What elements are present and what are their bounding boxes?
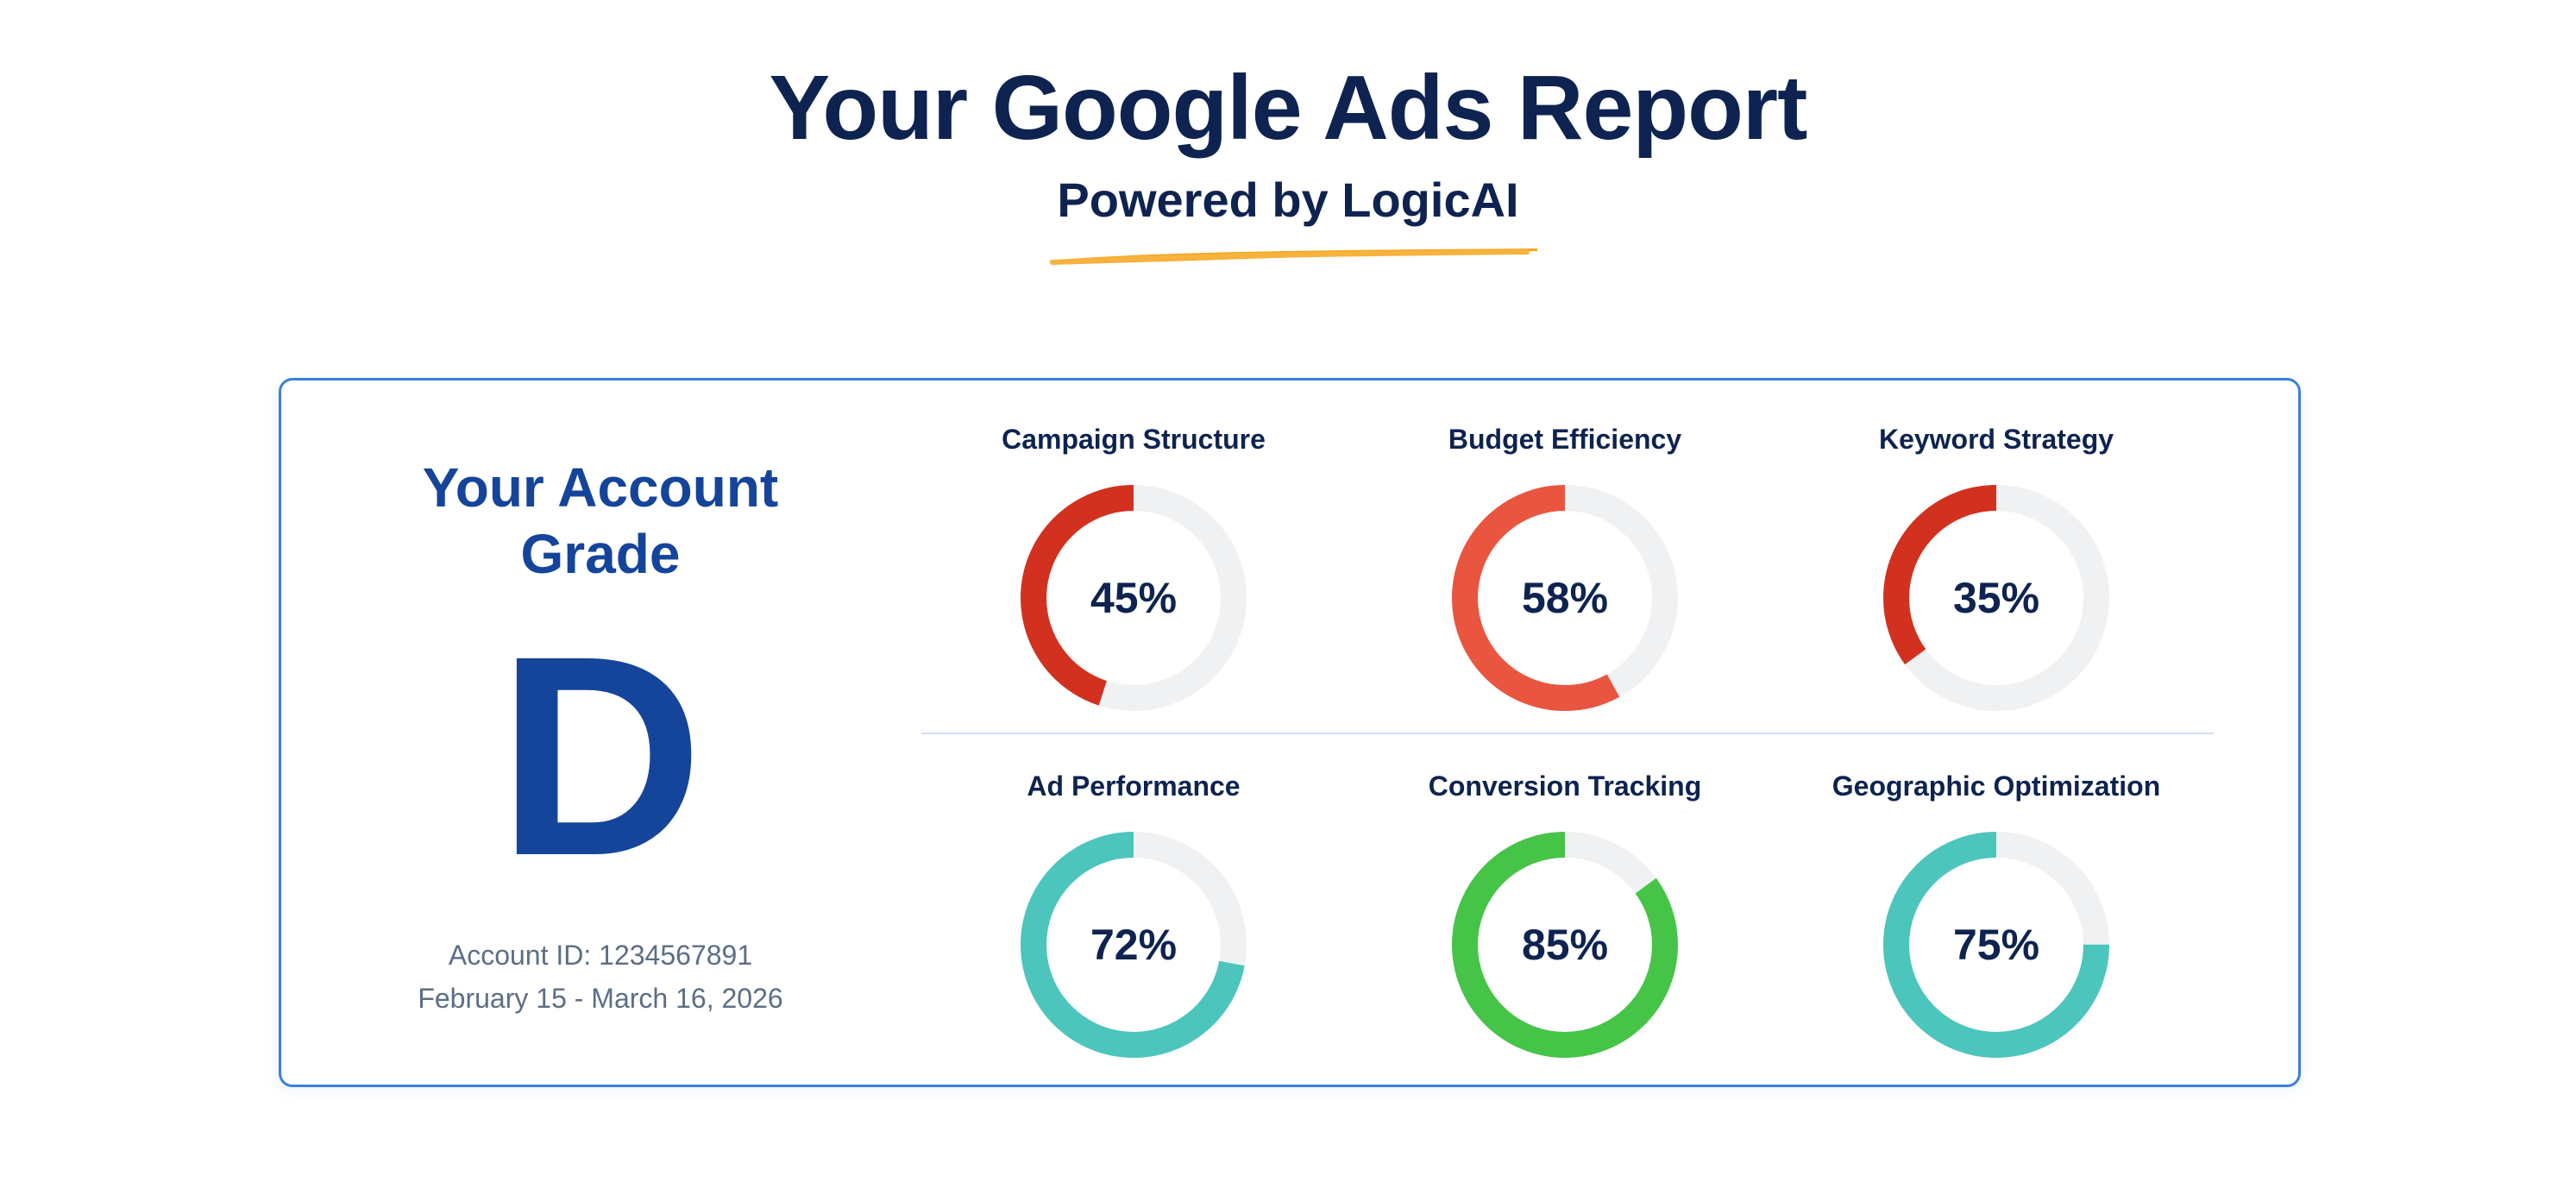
account-id: Account ID: 1234567891: [448, 940, 753, 971]
progress-ring: [1452, 485, 1678, 711]
metric-label: Campaign Structure: [1002, 424, 1266, 455]
metric-label: Geographic Optimization: [1831, 770, 2161, 802]
metric-label: Conversion Tracking: [1428, 770, 1702, 802]
account-grade-card: Your Account Grade D Account ID: 1234567…: [279, 378, 2301, 1087]
account-meta: Account ID: 1234567891 February 15 - Mar…: [281, 934, 920, 1020]
progress-ring: [1883, 485, 2109, 711]
metrics-divider: [921, 733, 2214, 734]
metric-value: 58%: [1521, 574, 1609, 622]
grade-heading-line2: Grade: [520, 522, 681, 585]
metric-budget-efficiency: Budget Efficiency 58%: [1358, 424, 1772, 717]
grade-panel: Your Account Grade D Account ID: 1234567…: [281, 381, 920, 1085]
page-subtitle: Powered by LogicAI: [1057, 173, 1519, 227]
page-title: Your Google Ads Report: [769, 57, 1808, 159]
metric-value: 75%: [1952, 921, 2040, 969]
progress-ring-fill: [1883, 485, 2109, 711]
metric-conversion-tracking: Conversion Tracking 85%: [1358, 770, 1772, 1064]
progress-ring: [1452, 832, 1678, 1058]
progress-ring: [1021, 832, 1247, 1058]
progress-ring-fill: [1021, 485, 1247, 711]
metric-value: 72%: [1090, 921, 1178, 969]
progress-ring-fill: [1883, 832, 2109, 1058]
progress-ring: [1883, 832, 2109, 1058]
metric-value: 85%: [1521, 921, 1609, 969]
metric-value: 45%: [1090, 574, 1178, 622]
progress-ring-fill: [1452, 485, 1678, 711]
metric-label: Keyword Strategy: [1878, 424, 2114, 455]
brush-underline-icon: [1049, 248, 1537, 265]
progress-ring-fill: [1452, 832, 1678, 1058]
progress-ring: [1021, 485, 1247, 711]
progress-ring-fill: [1021, 832, 1247, 1058]
brush-underline-stroke-2: [1050, 249, 1530, 265]
metric-ad-performance: Ad Performance 72%: [927, 770, 1341, 1064]
metric-label: Ad Performance: [1027, 770, 1241, 802]
grade-heading-line1: Your Account: [422, 456, 779, 519]
metric-value: 35%: [1952, 574, 2040, 622]
metric-campaign-structure: Campaign Structure 45%: [927, 424, 1341, 717]
metric-label: Budget Efficiency: [1448, 424, 1682, 455]
metric-geographic-optimization: Geographic Optimization 75%: [1789, 770, 2203, 1064]
metric-keyword-strategy: Keyword Strategy 35%: [1789, 424, 2203, 717]
date-range: February 15 - March 16, 2026: [418, 982, 783, 1014]
grade-letter: D: [497, 596, 704, 915]
grade-heading: Your Account Grade: [281, 455, 920, 588]
